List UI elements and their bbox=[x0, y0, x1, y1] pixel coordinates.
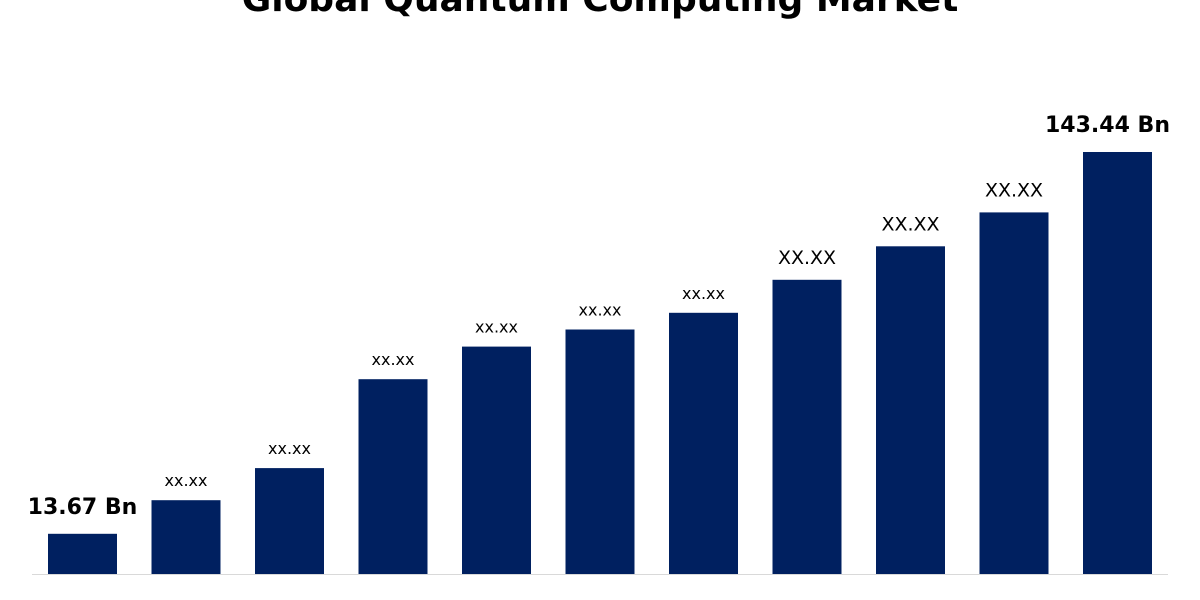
bar-8 bbox=[876, 246, 945, 575]
bar-4 bbox=[462, 346, 531, 574]
data-label: xx.xx bbox=[682, 284, 725, 303]
data-label: xx.xx bbox=[165, 471, 208, 490]
bar-5 bbox=[565, 329, 635, 574]
bar-1 bbox=[151, 500, 221, 574]
data-label: XX.XX bbox=[778, 247, 836, 269]
bar-6 bbox=[669, 312, 738, 574]
data-label-highlight: 13.67 Bn bbox=[28, 495, 138, 520]
chart-title: Global Quantum Computing Market bbox=[0, 0, 1200, 22]
bar-3 bbox=[358, 379, 428, 574]
bar-2 bbox=[255, 468, 324, 574]
bar-7 bbox=[772, 279, 842, 574]
data-label: xx.xx bbox=[372, 350, 415, 369]
data-label: xx.xx bbox=[579, 301, 622, 320]
data-label-highlight: 143.44 Bn bbox=[1045, 113, 1170, 138]
bar-10 bbox=[1083, 152, 1152, 574]
data-label: xx.xx bbox=[268, 439, 311, 458]
data-label: xx.xx bbox=[475, 318, 518, 337]
data-label: XX.XX bbox=[881, 213, 939, 235]
data-label: XX.XX bbox=[985, 179, 1043, 201]
data-labels-layer: 13.67 Bn xx.xx xx.xx xx.xx xx.xx xx.xx xx.xx XX… bbox=[28, 113, 1170, 520]
bars-layer bbox=[48, 152, 1152, 575]
bar-9 bbox=[979, 212, 1049, 574]
bar-0 bbox=[48, 533, 117, 574]
